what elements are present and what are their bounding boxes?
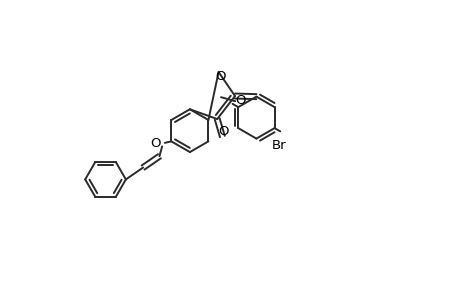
Text: O: O bbox=[214, 70, 225, 83]
Text: Br: Br bbox=[271, 139, 285, 152]
Text: O: O bbox=[235, 94, 245, 107]
Text: O: O bbox=[218, 125, 229, 138]
Text: O: O bbox=[150, 137, 161, 150]
